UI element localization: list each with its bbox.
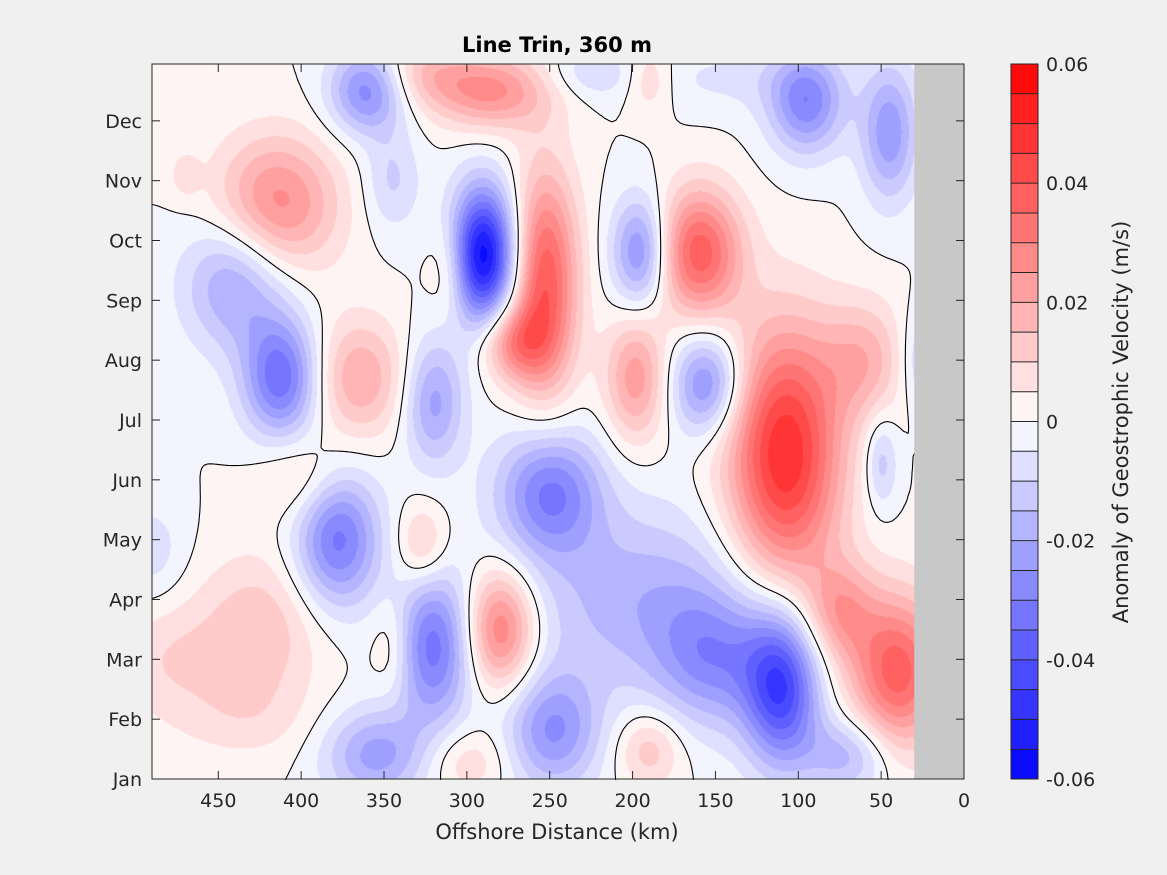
colorbar-segment xyxy=(1011,689,1038,720)
x-tick-label: 200 xyxy=(614,790,650,812)
colorbar-segment xyxy=(1011,64,1038,95)
zero-contour xyxy=(151,63,965,781)
colorbar-segment xyxy=(1011,719,1038,750)
colorbar-segment xyxy=(1011,540,1038,571)
colorbar-segment xyxy=(1011,242,1038,274)
colorbar-segment xyxy=(1011,361,1038,393)
y-tick-label: Feb xyxy=(108,709,142,731)
colorbar-segment xyxy=(1011,510,1038,542)
y-tick-label: Dec xyxy=(105,111,142,133)
colorbar-segment xyxy=(1011,421,1038,452)
colorbar-tick-label: 0.02 xyxy=(1046,292,1088,314)
plot-area xyxy=(151,63,965,781)
y-tick-label: Jul xyxy=(118,410,142,432)
colorbar-segment xyxy=(1011,570,1038,601)
y-tick-label: Aug xyxy=(105,350,142,372)
x-axis-label: Offshore Distance (km) xyxy=(435,820,678,844)
plot-frame xyxy=(151,63,965,780)
colorbar-label: Anomaly of Geostrophic Velocity (m/s) xyxy=(1109,221,1133,624)
zero-contour-line xyxy=(151,63,965,781)
x-axis: 450 400 350 300 250 200 150 100 50 0 xyxy=(200,64,970,812)
colorbar-segment xyxy=(1011,153,1038,184)
velocity-field xyxy=(152,64,964,779)
x-tick-label: 400 xyxy=(283,790,319,812)
colorbar-segment xyxy=(1011,272,1038,303)
colorbar-segment xyxy=(1011,332,1038,363)
y-tick-label: Apr xyxy=(109,590,142,612)
y-tick-label: Oct xyxy=(109,231,142,253)
colorbar: 0.06 0.04 0.02 0 -0.02 -0.04 -0.06 xyxy=(1010,54,1095,791)
y-tick-label: Jun xyxy=(111,470,142,492)
y-tick-label: Nov xyxy=(105,171,142,193)
colorbar-segment xyxy=(1011,123,1038,154)
colorbar-segment xyxy=(1011,600,1038,631)
colorbar-segment xyxy=(1011,630,1038,661)
x-tick-label: 450 xyxy=(200,790,236,812)
x-tick-label: 250 xyxy=(532,790,568,812)
x-tick-label: 100 xyxy=(780,790,816,812)
colorbar-segment xyxy=(1011,749,1038,780)
no-data-region xyxy=(914,64,964,779)
colorbar-segment xyxy=(1011,659,1038,691)
colorbar-segment xyxy=(1011,481,1038,512)
y-tick-label: Sep xyxy=(106,290,142,312)
colorbar-segment xyxy=(1011,302,1038,333)
chart-title: Line Trin, 360 m xyxy=(462,33,652,57)
colorbar-tick-label: -0.02 xyxy=(1046,531,1095,553)
x-tick-label: 50 xyxy=(869,790,893,812)
y-tick-label: Jan xyxy=(112,769,142,791)
colorbar-segment xyxy=(1011,212,1038,244)
colorbar-segment xyxy=(1011,183,1038,214)
colorbar-tick-label: 0 xyxy=(1046,412,1058,434)
colorbar-segment xyxy=(1011,391,1038,422)
y-tick-label: May xyxy=(103,530,142,552)
x-tick-label: 150 xyxy=(697,790,733,812)
colorbar-tick-label: -0.04 xyxy=(1046,650,1095,672)
colorbar-tick-label: 0.04 xyxy=(1046,173,1088,195)
colorbar-segment xyxy=(1011,93,1038,125)
colorbar-tick-label: -0.06 xyxy=(1046,769,1095,791)
y-tick-label: Mar xyxy=(106,649,142,671)
x-tick-label: 300 xyxy=(449,790,485,812)
colorbar-tick-label: 0.06 xyxy=(1046,54,1088,76)
x-tick-label: 350 xyxy=(366,790,402,812)
colorbar-frame xyxy=(1010,63,1039,780)
x-tick-label: 0 xyxy=(958,790,970,812)
y-axis: Jan Feb Mar Apr May Jun Jul Aug Sep Oct Nov Dec xyxy=(103,111,964,791)
colorbar-segment xyxy=(1011,451,1038,482)
